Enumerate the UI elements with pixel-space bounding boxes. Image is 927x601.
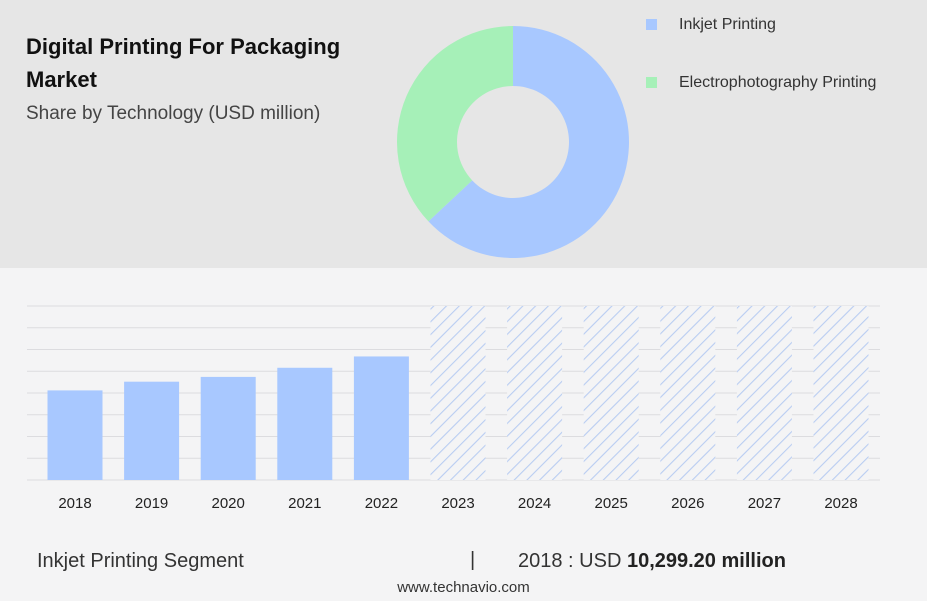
footer-segment-label: Inkjet Printing Segment bbox=[37, 550, 244, 572]
footer-value-amount: 10,299.20 million bbox=[626, 550, 786, 572]
x-tick-2026: 2026 bbox=[671, 495, 704, 512]
x-tick-2021: 2021 bbox=[288, 495, 321, 512]
footer-value: 2018 : USD 10,299.20 million bbox=[518, 550, 786, 573]
legend-label-inkjet: Inkjet Printing bbox=[679, 16, 776, 33]
x-tick-2020: 2020 bbox=[212, 495, 245, 512]
x-tick-2019: 2019 bbox=[135, 495, 168, 512]
forecast-bar-2024 bbox=[507, 306, 563, 480]
forecast-bar-2025 bbox=[583, 306, 639, 480]
footer-separator: | bbox=[470, 549, 476, 571]
footer-value-prefix: 2018 : USD bbox=[518, 550, 622, 572]
x-tick-2028: 2028 bbox=[824, 495, 857, 512]
forecast-bar-2026 bbox=[660, 306, 716, 480]
x-tick-2018: 2018 bbox=[58, 495, 91, 512]
chart-subtitle: Share by Technology (USD million) bbox=[26, 103, 321, 124]
bar-chart: 2018 2019 2020 2021 2022 2023 2024 2025 2026 2027… bbox=[27, 305, 880, 512]
forecast-bar-2023 bbox=[430, 306, 486, 480]
donut-chart bbox=[397, 26, 629, 258]
legend-swatch-inkjet bbox=[646, 19, 657, 30]
x-tick-2027: 2027 bbox=[748, 495, 781, 512]
bar-2019 bbox=[124, 381, 180, 480]
x-tick-2025: 2025 bbox=[595, 495, 628, 512]
footer-website: www.technavio.com bbox=[397, 579, 530, 596]
bar-2018 bbox=[47, 390, 103, 480]
x-tick-2023: 2023 bbox=[441, 495, 474, 512]
legend-label-electrophotography: Electrophotography Printing bbox=[679, 74, 877, 91]
donut-slice-inkjet-printing bbox=[428, 26, 629, 258]
donut-slice-electrophotography-printing bbox=[397, 26, 513, 222]
x-tick-2022: 2022 bbox=[365, 495, 398, 512]
bar-2022 bbox=[353, 356, 409, 480]
forecast-bar-2027 bbox=[736, 306, 792, 480]
chart-title: Digital Printing For Packaging Market bbox=[26, 34, 341, 92]
legend-swatch-electrophotography bbox=[646, 77, 657, 88]
bar-2021 bbox=[277, 367, 333, 480]
bar-2020 bbox=[200, 376, 256, 480]
x-tick-2024: 2024 bbox=[518, 495, 551, 512]
forecast-bar-2028 bbox=[813, 306, 869, 480]
